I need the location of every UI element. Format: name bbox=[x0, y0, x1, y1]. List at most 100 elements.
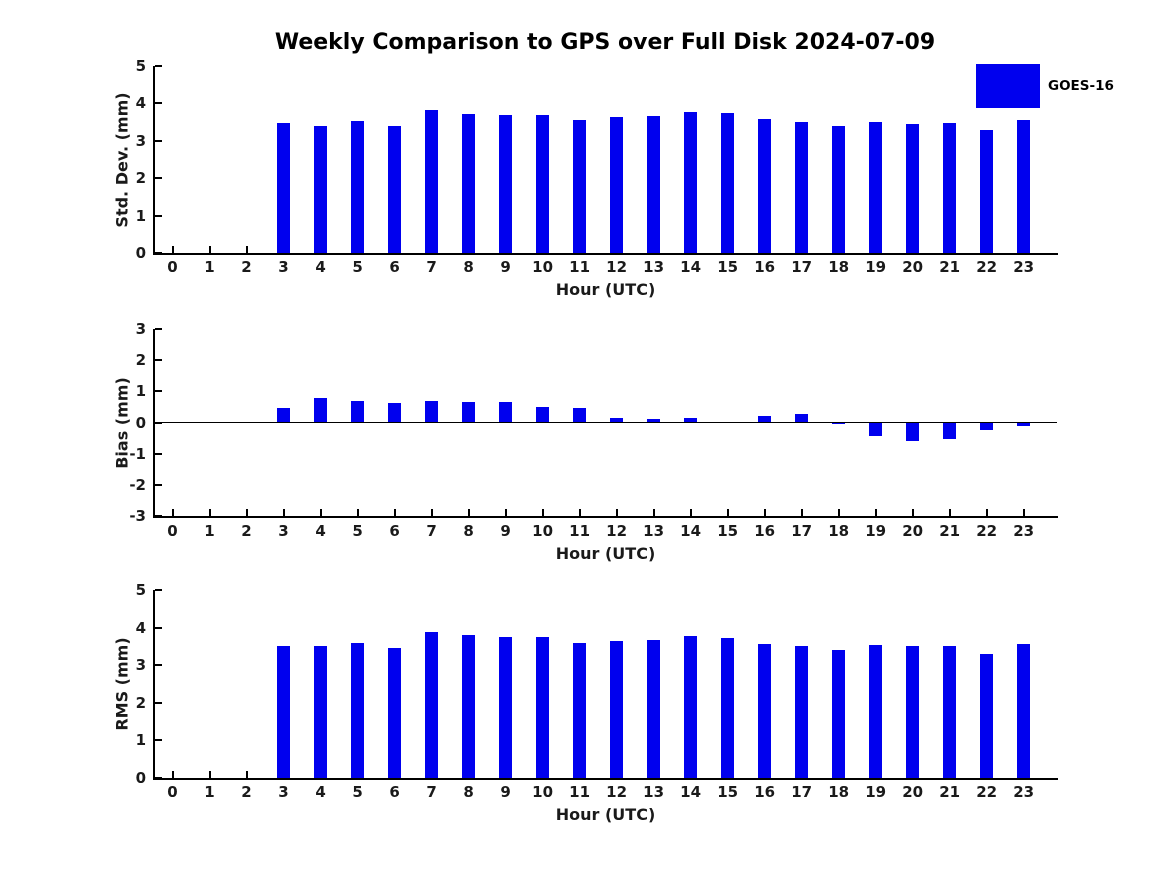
x-tick bbox=[911, 246, 914, 253]
x-tick-label: 20 bbox=[902, 522, 924, 540]
x-tick bbox=[726, 246, 729, 253]
bar-hour-4 bbox=[314, 125, 328, 253]
x-tick-label: 16 bbox=[754, 258, 776, 276]
bar-hour-22 bbox=[980, 653, 994, 778]
bar-hour-20 bbox=[906, 123, 920, 253]
x-tick-label: 4 bbox=[315, 522, 326, 540]
x-tick bbox=[319, 770, 322, 778]
y-tick bbox=[155, 664, 162, 666]
bar-hour-20 bbox=[906, 645, 920, 778]
y-tick-label: 1 bbox=[135, 382, 146, 401]
y-tick-label: -2 bbox=[129, 475, 146, 494]
y-tick bbox=[155, 626, 162, 629]
y-tick-label: 4 bbox=[135, 94, 146, 113]
x-tick bbox=[578, 509, 581, 516]
x-tick bbox=[763, 770, 766, 778]
x-tick bbox=[319, 246, 322, 253]
legend-swatch-goes16 bbox=[976, 64, 1040, 108]
zero-line bbox=[154, 422, 1057, 423]
x-tick-label: 19 bbox=[865, 258, 887, 276]
y-tick bbox=[155, 359, 162, 362]
x-tick bbox=[504, 770, 507, 778]
x-tick-label: 0 bbox=[167, 258, 178, 276]
x-tick bbox=[874, 770, 877, 778]
bar-hour-8 bbox=[462, 401, 476, 423]
chart-title: Weekly Comparison to GPS over Full Disk … bbox=[274, 30, 936, 55]
x-tick-label: 19 bbox=[865, 783, 887, 801]
x-tick bbox=[911, 770, 914, 778]
legend: GOES-16 bbox=[976, 64, 1114, 108]
y-axis-spine bbox=[153, 329, 155, 518]
y-tick-label: 0 bbox=[135, 768, 146, 787]
y-tick-label: 2 bbox=[135, 169, 146, 188]
x-tick-label: 1 bbox=[204, 783, 215, 801]
y-tick bbox=[155, 739, 162, 741]
x-tick-label: 18 bbox=[828, 522, 850, 540]
x-tick bbox=[430, 770, 433, 778]
bar-hour-4 bbox=[314, 398, 328, 423]
x-tick bbox=[430, 509, 433, 516]
x-tick-label: 14 bbox=[680, 783, 702, 801]
x-tick bbox=[578, 770, 581, 778]
x-tick bbox=[319, 509, 322, 516]
x-axis-spine bbox=[153, 777, 1058, 780]
x-tick-label: 8 bbox=[463, 258, 474, 276]
bar-hour-12 bbox=[610, 640, 624, 778]
x-tick bbox=[948, 509, 951, 516]
x-tick bbox=[208, 246, 211, 253]
bar-hour-13 bbox=[647, 115, 661, 253]
x-tick-label: 0 bbox=[167, 522, 178, 540]
y-tick-label: 1 bbox=[135, 206, 146, 225]
x-tick-label: 22 bbox=[976, 258, 998, 276]
x-tick-label: 5 bbox=[352, 258, 363, 276]
x-tick bbox=[689, 246, 692, 253]
bar-hour-14 bbox=[684, 112, 698, 253]
y-tick-label: 3 bbox=[135, 131, 146, 150]
y-tick bbox=[155, 102, 162, 105]
x-tick bbox=[837, 246, 840, 253]
x-tick-label: 16 bbox=[754, 783, 776, 801]
x-tick bbox=[652, 246, 655, 253]
x-tick-label: 3 bbox=[278, 522, 289, 540]
x-tick bbox=[615, 770, 618, 778]
x-tick bbox=[171, 509, 174, 516]
x-axis-label-hour-utc: Hour (UTC) bbox=[555, 280, 656, 299]
x-tick bbox=[800, 246, 803, 253]
x-tick-label: 2 bbox=[241, 258, 252, 276]
x-tick-label: 2 bbox=[241, 783, 252, 801]
y-tick-label: 4 bbox=[135, 618, 146, 637]
x-tick-label: 9 bbox=[500, 258, 511, 276]
bar-hour-5 bbox=[351, 643, 365, 778]
x-tick bbox=[356, 246, 359, 253]
x-tick bbox=[282, 509, 285, 516]
x-tick-label: 10 bbox=[532, 783, 554, 801]
bar-hour-4 bbox=[314, 645, 328, 778]
bar-hour-8 bbox=[462, 635, 476, 778]
x-tick-label: 3 bbox=[278, 783, 289, 801]
x-tick-label: 12 bbox=[606, 783, 628, 801]
bar-hour-10 bbox=[536, 406, 550, 423]
x-tick bbox=[652, 770, 655, 778]
x-tick-label: 23 bbox=[1013, 522, 1035, 540]
x-tick-label: 20 bbox=[902, 258, 924, 276]
bar-hour-3 bbox=[277, 645, 291, 778]
bar-hour-19 bbox=[869, 422, 883, 437]
y-tick bbox=[155, 214, 162, 217]
y-tick bbox=[155, 252, 162, 254]
x-tick bbox=[578, 246, 581, 253]
x-tick bbox=[208, 770, 211, 778]
x-tick bbox=[985, 509, 988, 516]
y-tick-label: 5 bbox=[135, 581, 146, 599]
x-tick bbox=[948, 770, 951, 778]
y-tick-label: 5 bbox=[135, 57, 146, 75]
x-tick-label: 7 bbox=[426, 783, 437, 801]
x-tick-label: 5 bbox=[352, 783, 363, 801]
x-tick-label: 22 bbox=[976, 522, 998, 540]
y-tick-label: -3 bbox=[129, 507, 146, 525]
x-tick bbox=[800, 509, 803, 516]
x-tick-label: 18 bbox=[828, 258, 850, 276]
x-tick-label: 12 bbox=[606, 522, 628, 540]
bar-hour-15 bbox=[721, 113, 735, 253]
x-axis-label-hour-utc: Hour (UTC) bbox=[555, 544, 656, 563]
